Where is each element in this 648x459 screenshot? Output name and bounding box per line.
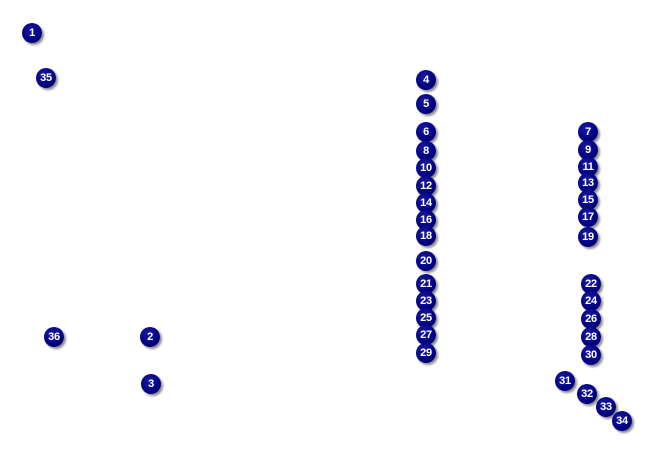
marker-35[interactable]: 35 [36, 68, 56, 88]
marker-33[interactable]: 33 [596, 397, 616, 417]
marker-3[interactable]: 3 [141, 374, 161, 394]
marker-1[interactable]: 1 [22, 23, 42, 43]
marker-12[interactable]: 12 [416, 176, 436, 196]
marker-32[interactable]: 32 [577, 384, 597, 404]
marker-14[interactable]: 14 [416, 193, 436, 213]
marker-13[interactable]: 13 [578, 173, 598, 193]
marker-31[interactable]: 31 [555, 371, 575, 391]
marker-19[interactable]: 19 [578, 227, 598, 247]
marker-26[interactable]: 26 [581, 309, 601, 329]
marker-5[interactable]: 5 [416, 94, 436, 114]
marker-18[interactable]: 18 [416, 226, 436, 246]
marker-7[interactable]: 7 [578, 122, 598, 142]
marker-27[interactable]: 27 [416, 325, 436, 345]
marker-24[interactable]: 24 [581, 291, 601, 311]
marker-28[interactable]: 28 [581, 327, 601, 347]
marker-17[interactable]: 17 [578, 207, 598, 227]
marker-29[interactable]: 29 [416, 343, 436, 363]
marker-34[interactable]: 34 [612, 411, 632, 431]
marker-6[interactable]: 6 [416, 122, 436, 142]
marker-30[interactable]: 30 [581, 345, 601, 365]
marker-8[interactable]: 8 [416, 141, 436, 161]
marker-15[interactable]: 15 [578, 190, 598, 210]
marker-11[interactable]: 11 [578, 157, 598, 177]
marker-20[interactable]: 20 [416, 251, 436, 271]
marker-4[interactable]: 4 [416, 70, 436, 90]
marker-10[interactable]: 10 [416, 158, 436, 178]
marker-25[interactable]: 25 [416, 308, 436, 328]
marker-21[interactable]: 21 [416, 274, 436, 294]
marker-36[interactable]: 36 [44, 327, 64, 347]
marker-22[interactable]: 22 [581, 274, 601, 294]
marker-9[interactable]: 9 [578, 140, 598, 160]
marker-16[interactable]: 16 [416, 210, 436, 230]
marker-23[interactable]: 23 [416, 291, 436, 311]
marker-2[interactable]: 2 [140, 327, 160, 347]
